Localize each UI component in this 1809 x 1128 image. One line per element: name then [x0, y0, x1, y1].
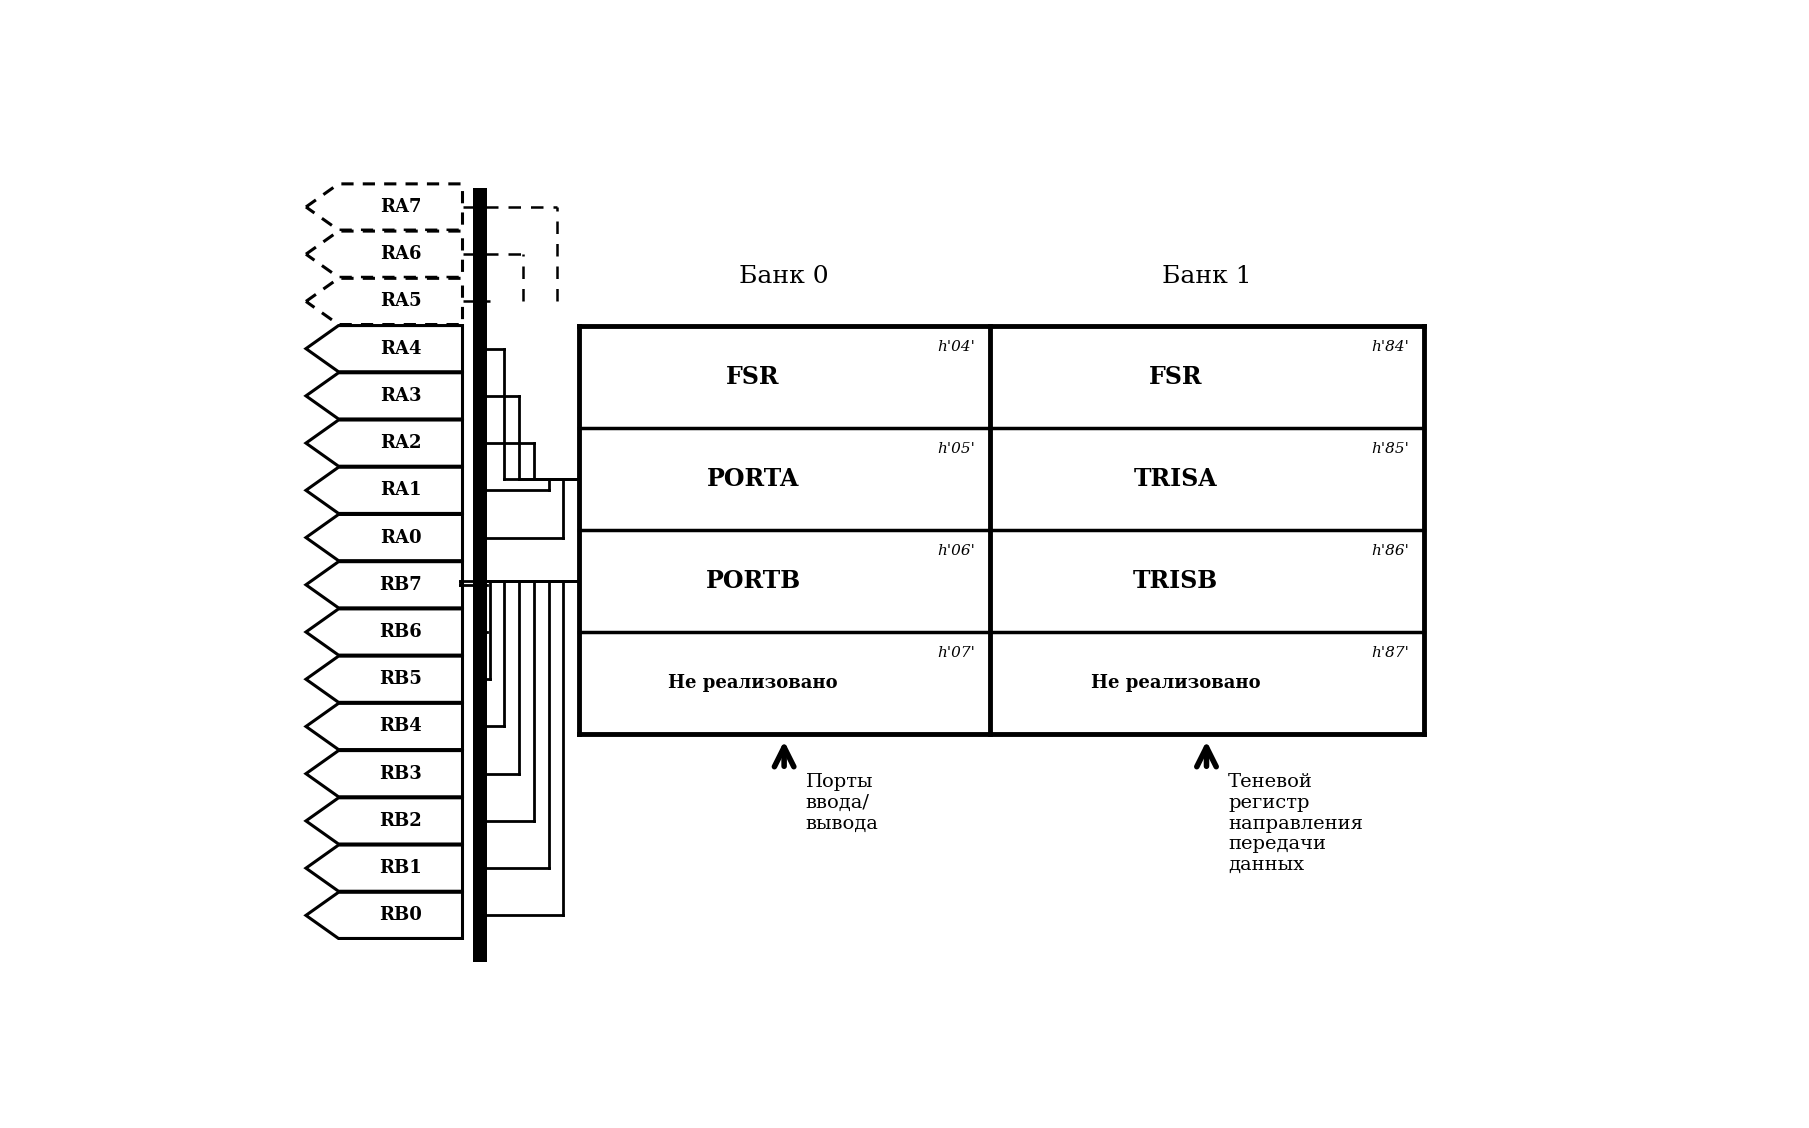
Text: Банк 1: Банк 1 [1161, 265, 1252, 288]
Text: RB7: RB7 [380, 575, 421, 593]
Text: h'86': h'86' [1371, 544, 1409, 557]
Polygon shape [306, 372, 463, 418]
Text: RA3: RA3 [380, 387, 421, 405]
Text: FSR: FSR [1149, 365, 1203, 389]
Text: RA2: RA2 [380, 434, 421, 452]
FancyBboxPatch shape [474, 187, 487, 961]
Text: h'85': h'85' [1371, 442, 1409, 456]
Polygon shape [306, 750, 463, 796]
Text: Теневой
регистр
направления
передачи
данных: Теневой регистр направления передачи дан… [1228, 773, 1364, 874]
Polygon shape [306, 845, 463, 891]
Polygon shape [306, 231, 463, 277]
Text: Не реализовано: Не реализовано [668, 675, 838, 693]
Polygon shape [306, 326, 463, 372]
Text: h'87': h'87' [1371, 646, 1409, 660]
Polygon shape [306, 467, 463, 513]
Text: RB1: RB1 [380, 860, 421, 878]
Polygon shape [306, 420, 463, 466]
Text: h'06': h'06' [937, 544, 975, 557]
Text: RA1: RA1 [380, 482, 421, 500]
Text: RB5: RB5 [380, 670, 421, 688]
Text: PORTA: PORTA [707, 467, 800, 492]
Polygon shape [306, 892, 463, 938]
Text: h'84': h'84' [1371, 340, 1409, 354]
Polygon shape [306, 514, 463, 561]
Text: Банк 0: Банк 0 [740, 265, 829, 288]
Text: RB3: RB3 [380, 765, 421, 783]
Text: h'05': h'05' [937, 442, 975, 456]
Text: h'04': h'04' [937, 340, 975, 354]
Polygon shape [306, 656, 463, 703]
Text: Порты
ввода/
вывода: Порты ввода/ вывода [805, 773, 879, 832]
Text: RA5: RA5 [380, 292, 421, 310]
Text: FSR: FSR [727, 365, 780, 389]
Text: h'07': h'07' [937, 646, 975, 660]
Text: TRISA: TRISA [1134, 467, 1217, 492]
Polygon shape [306, 184, 463, 230]
Text: RB6: RB6 [380, 623, 421, 641]
Text: RB0: RB0 [380, 907, 421, 924]
Polygon shape [306, 704, 463, 750]
Polygon shape [306, 562, 463, 608]
Polygon shape [306, 609, 463, 655]
Text: RA6: RA6 [380, 245, 421, 263]
Text: PORTB: PORTB [706, 570, 801, 593]
Text: RA4: RA4 [380, 340, 421, 358]
Text: RA0: RA0 [380, 529, 421, 547]
Polygon shape [306, 279, 463, 325]
Text: RB2: RB2 [380, 812, 421, 830]
Polygon shape [306, 797, 463, 844]
Text: RA7: RA7 [380, 199, 421, 215]
Text: RB4: RB4 [380, 717, 421, 735]
Text: Не реализовано: Не реализовано [1091, 675, 1261, 693]
Text: TRISB: TRISB [1132, 570, 1217, 593]
